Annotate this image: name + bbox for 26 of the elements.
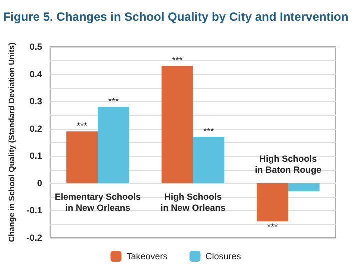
x-tick-label: High Schools in Baton Rouge [255, 154, 322, 175]
y-axis-title: Change in School Quality (Standard Deviation Units) [8, 42, 16, 242]
bar [193, 137, 225, 184]
data-label: *** [77, 121, 88, 132]
bar [162, 66, 194, 184]
y-tick-label: 0 [37, 178, 42, 188]
x-tick-label: Elementary Schools in New Orleans [54, 192, 142, 213]
y-tick-label: 0.1 [30, 151, 42, 162]
y-tick-label: 0.2 [30, 124, 42, 134]
x-tick-label: High Schools in New Orleans [160, 192, 226, 213]
bar [66, 132, 98, 184]
y-tick-label: -0.1 [26, 206, 42, 216]
bar [256, 183, 288, 222]
bar [98, 107, 130, 184]
chart-title: Figure 5. Changes in School Quality by City and Intervention [3, 10, 349, 24]
legend-label: Closures [206, 252, 242, 262]
y-tick-label: 0.4 [30, 69, 42, 80]
data-label: *** [108, 96, 120, 107]
data-label: *** [172, 56, 184, 66]
bar [288, 183, 320, 192]
y-tick-label: 0.5 [30, 42, 42, 52]
data-label: *** [267, 222, 278, 232]
data-label: *** [204, 126, 215, 137]
y-tick-label: -0.2 [26, 233, 42, 243]
legend-label: Takeovers [126, 252, 168, 262]
y-tick-label: 0.3 [30, 96, 42, 107]
